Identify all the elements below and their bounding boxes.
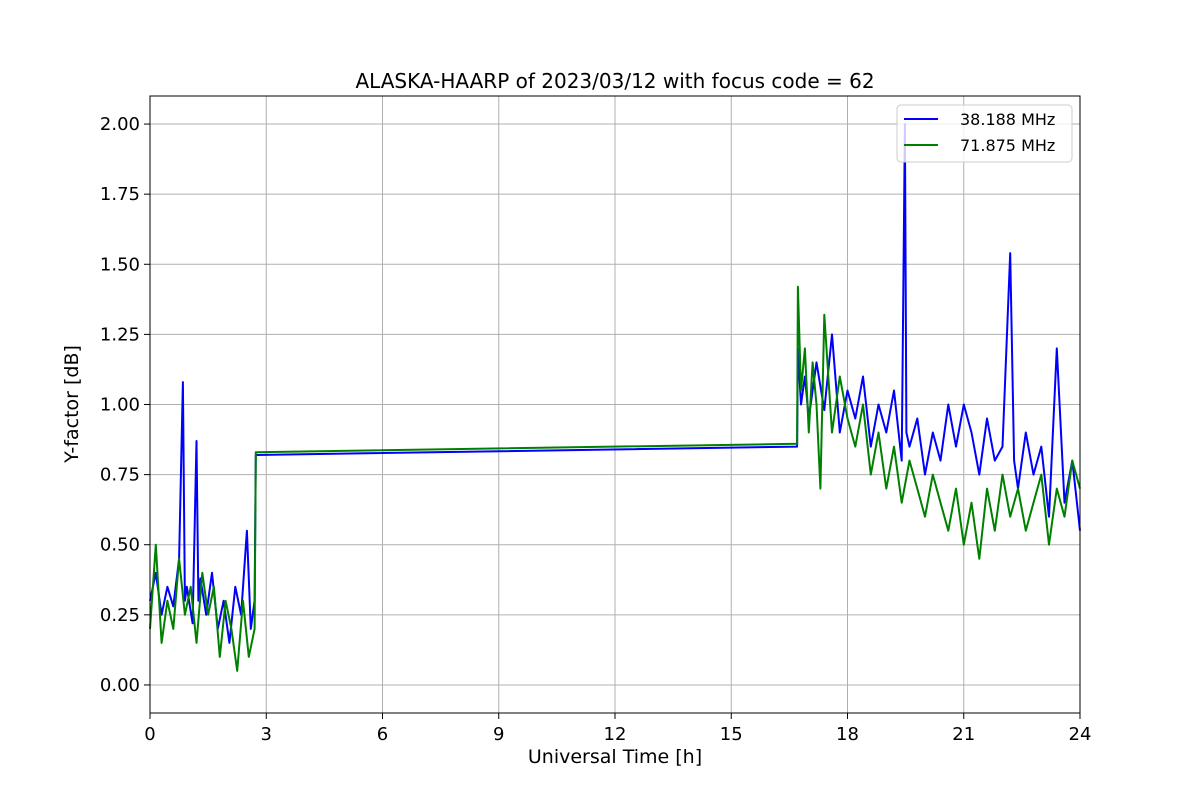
x-tick-label-3: 9 bbox=[493, 724, 504, 745]
x-tick-label-4: 12 bbox=[604, 724, 627, 745]
chart-title: ALASKA-HAARP of 2023/03/12 with focus co… bbox=[355, 69, 874, 93]
y-tick-label-1: 0.25 bbox=[100, 605, 140, 626]
legend-label-71-875: 71.875 MHz bbox=[960, 136, 1055, 155]
y-tick-label-3: 0.75 bbox=[100, 465, 140, 486]
x-tick-label-5: 15 bbox=[720, 724, 743, 745]
series-line-0 bbox=[149, 123, 1081, 644]
series-line-1 bbox=[149, 285, 1081, 672]
y-tick-label-4: 1.00 bbox=[100, 395, 140, 416]
x-tick-label-8: 24 bbox=[1069, 724, 1092, 745]
legend: 38.188 MHz 71.875 MHz bbox=[896, 104, 1073, 163]
x-tick-label-1: 3 bbox=[261, 724, 272, 745]
legend-label-38-188: 38.188 MHz bbox=[960, 110, 1055, 129]
x-tick-label-2: 6 bbox=[377, 724, 388, 745]
x-axis-label: Universal Time [h] bbox=[528, 746, 702, 768]
y-axis-label: Y-factor [dB] bbox=[61, 345, 83, 464]
x-tick-label-0: 0 bbox=[144, 724, 155, 745]
legend-box bbox=[896, 104, 1073, 163]
y-tick-label-8: 2.00 bbox=[100, 114, 140, 135]
y-tick-label-0: 0.00 bbox=[100, 675, 140, 696]
y-tick-label-6: 1.50 bbox=[100, 254, 140, 275]
y-tick-label-7: 1.75 bbox=[100, 184, 140, 205]
y-tick-label-2: 0.50 bbox=[100, 535, 140, 556]
y-tick-label-5: 1.25 bbox=[100, 324, 140, 345]
x-tick-label-6: 18 bbox=[836, 724, 859, 745]
x-tick-label-7: 21 bbox=[952, 724, 975, 745]
